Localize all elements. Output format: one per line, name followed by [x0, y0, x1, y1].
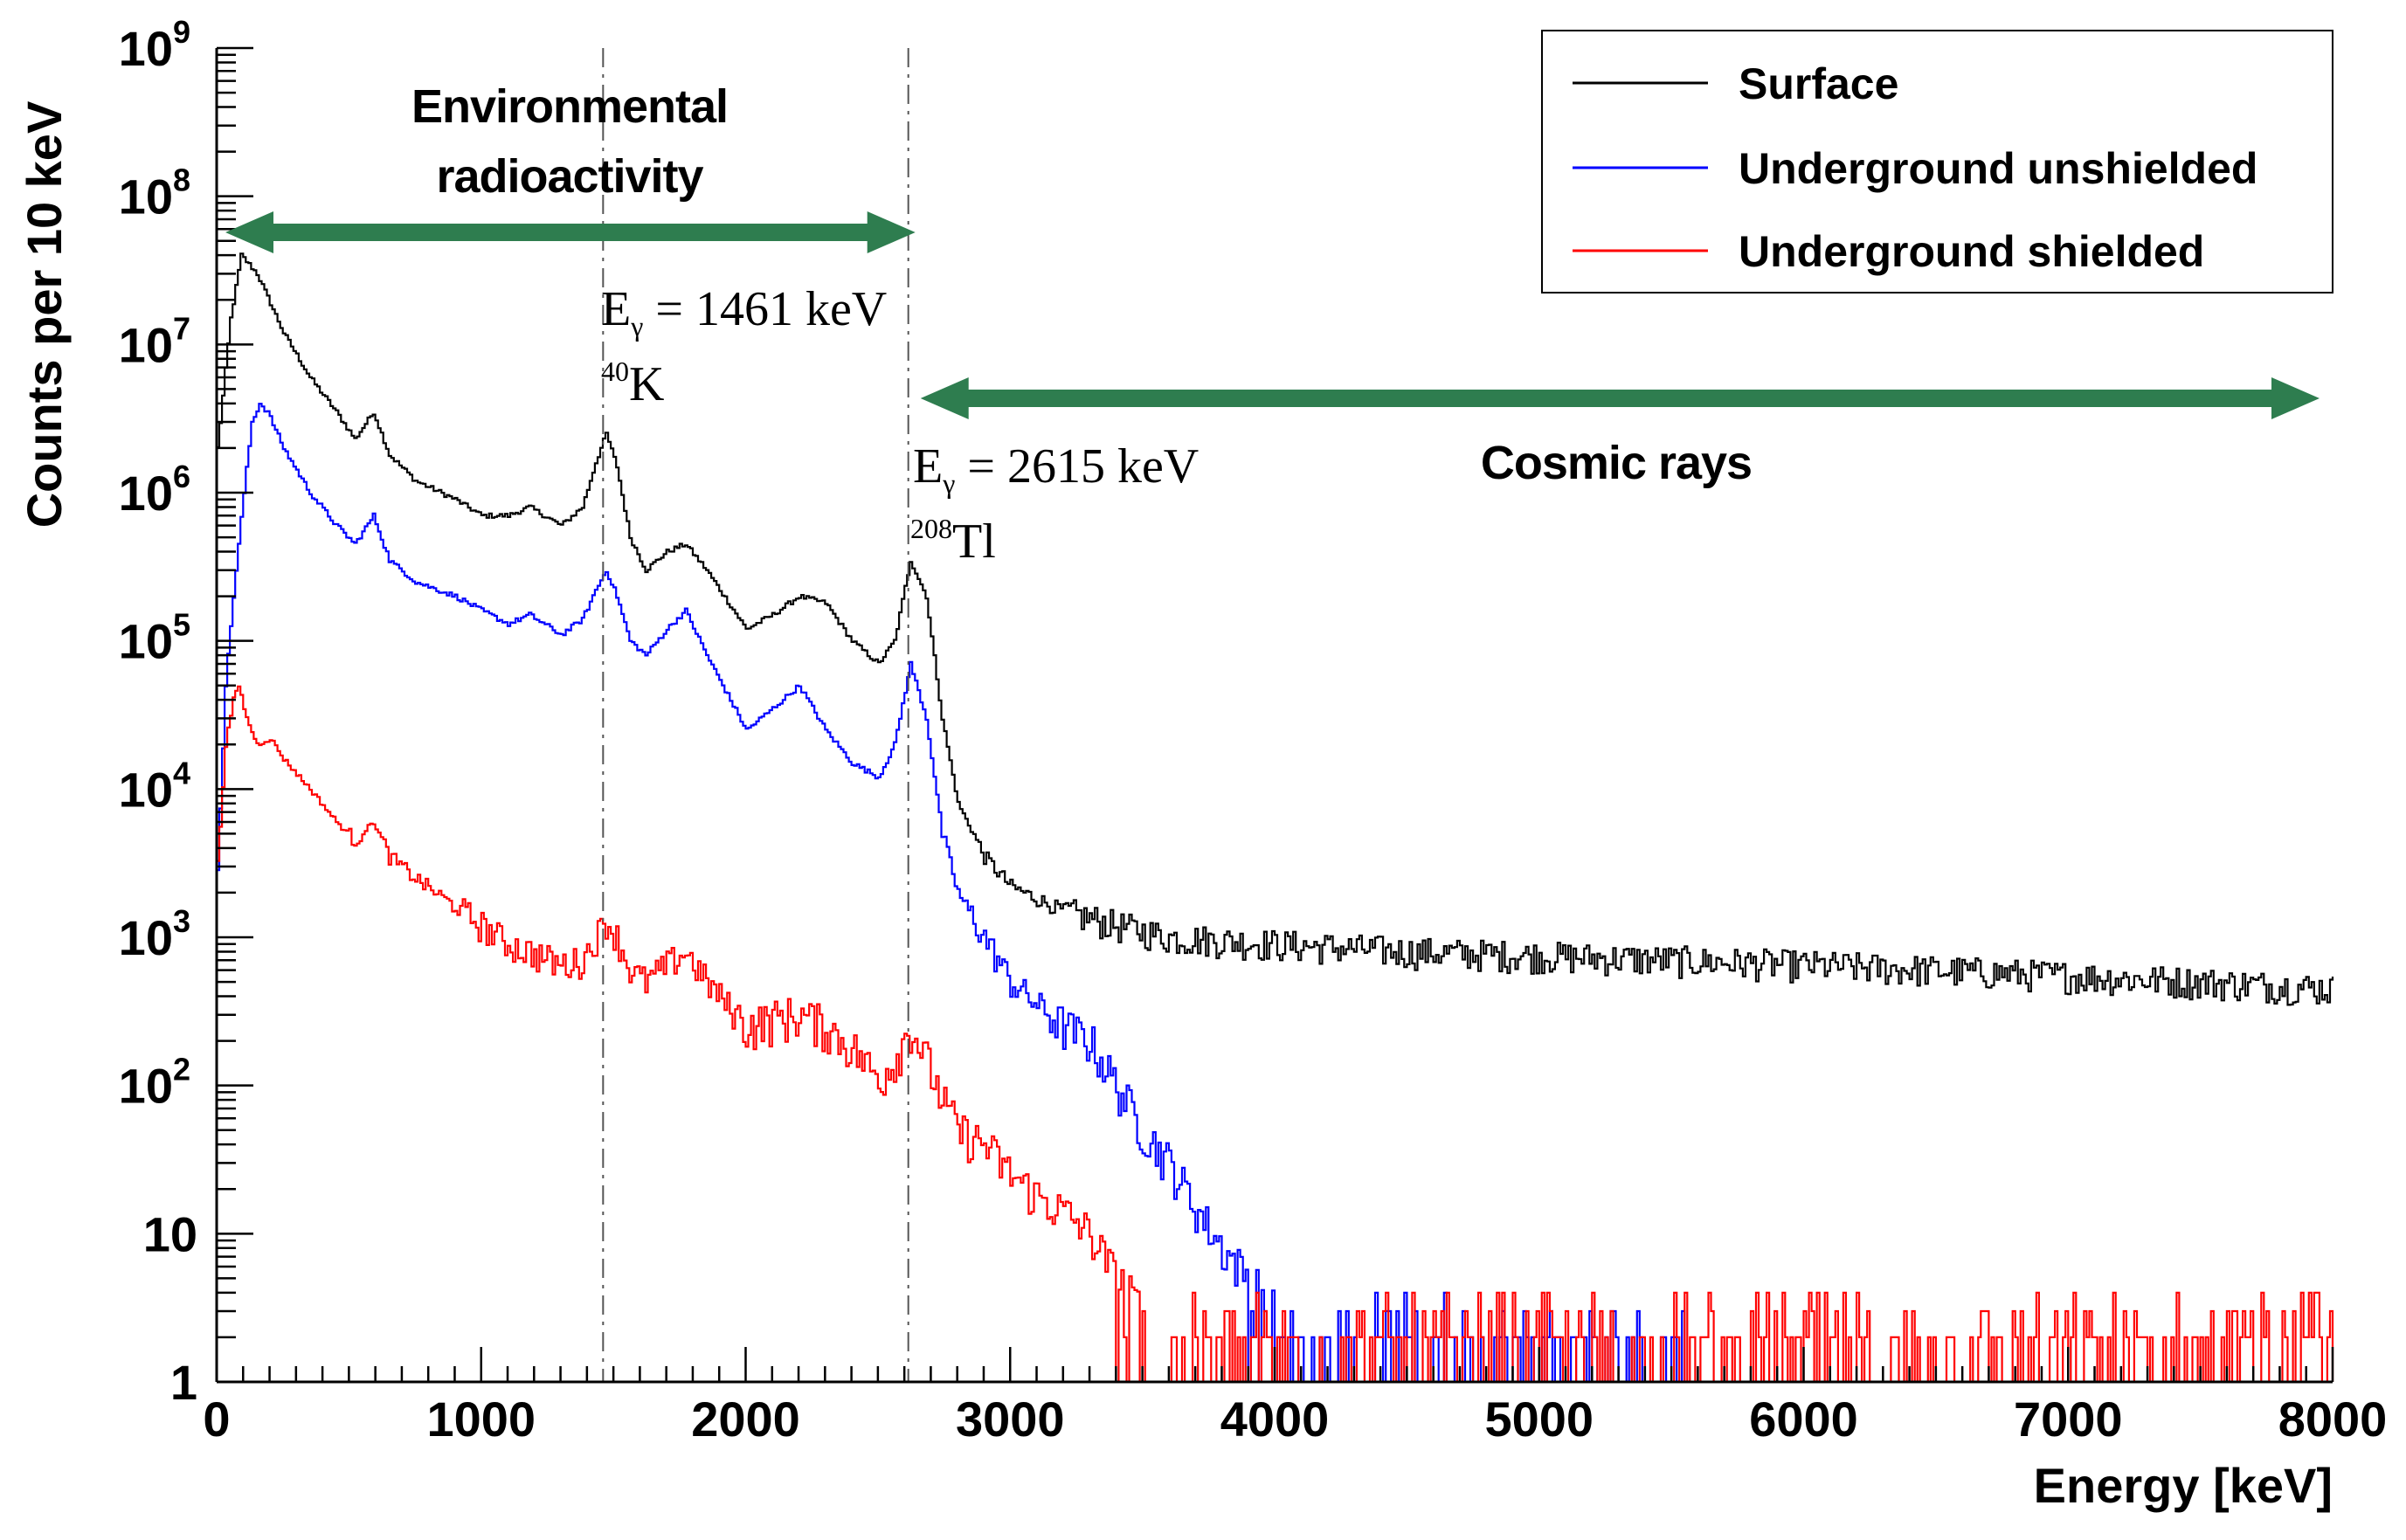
k40-energy-sub: γ	[630, 310, 643, 342]
k40-isotope-mass: 40	[601, 356, 629, 387]
legend-box	[1541, 30, 2333, 293]
x-tick-label: 6000	[1749, 1392, 1858, 1447]
y-tick-exponent: 2	[173, 1052, 190, 1088]
y-tick-base: 10	[119, 910, 173, 965]
legend-label-underground-unshielded: Underground unshielded	[1739, 144, 2257, 193]
x-axis-title: Energy [keV]	[2034, 1458, 2333, 1513]
y-tick-exponent: 5	[173, 607, 190, 643]
y-tick-label: 103	[119, 903, 190, 965]
y-tick-base: 10	[119, 317, 173, 372]
environmental-arrow	[225, 211, 916, 253]
x-tick-label: 1000	[426, 1392, 536, 1447]
y-axis-title: Counts per 10 keV	[17, 101, 72, 528]
y-tick-base: 1	[170, 1355, 197, 1410]
legend-label-underground-shielded: Underground shielded	[1739, 227, 2204, 276]
k40-energy-label: Eγ = 1461 keV	[601, 282, 887, 342]
y-tick-label: 105	[119, 607, 190, 669]
x-tick-labels: 0 1000 2000 3000 4000 5000 6000 7000 8000	[203, 1392, 2387, 1447]
y-tick-base: 10	[119, 614, 173, 669]
y-tick-base: 10	[119, 169, 173, 224]
cosmic-rays-arrow	[920, 377, 2320, 419]
legend: Surface Underground unshielded Undergrou…	[1541, 30, 2333, 293]
y-tick-exponent: 8	[173, 162, 190, 198]
x-tick-label: 3000	[956, 1392, 1065, 1447]
y-tick-base: 10	[119, 762, 173, 817]
k40-energy-value: = 1461 keV	[643, 282, 887, 336]
y-tick-base: 10	[119, 21, 173, 76]
y-tick-label: 10	[143, 1206, 197, 1261]
series-surface	[217, 252, 2334, 1006]
y-tick-base: 10	[143, 1206, 197, 1261]
legend-label-surface: Surface	[1739, 59, 1898, 108]
y-tick-label: 107	[119, 310, 190, 372]
arrow-layer	[225, 211, 2320, 419]
x-tick-label: 8000	[2278, 1392, 2388, 1447]
y-tick-exponent: 4	[173, 755, 190, 791]
y-tick-exponent: 3	[173, 903, 190, 939]
k40-isotope-label: 40K	[601, 356, 664, 411]
cosmic-rays-label: Cosmic rays	[1481, 437, 1752, 489]
y-tick-exponent: 9	[173, 14, 190, 50]
tl208-isotope-symbol: Tl	[952, 514, 996, 569]
y-tick-exponent: 6	[173, 459, 190, 494]
y-tick-label: 108	[119, 162, 190, 224]
x-tick-label: 2000	[691, 1392, 800, 1447]
x-tick-label: 5000	[1484, 1392, 1594, 1447]
environmental-label-line1: Environmental	[411, 80, 728, 133]
x-tick-label: 4000	[1220, 1392, 1330, 1447]
y-tick-exponent: 7	[173, 310, 190, 346]
k40-energy-prefix: E	[601, 282, 631, 336]
tl208-energy-sub: γ	[942, 467, 955, 499]
tl208-energy-value: = 2615 keV	[955, 439, 1199, 494]
y-tick-label: 104	[119, 755, 190, 817]
tl208-isotope-mass: 208	[910, 513, 952, 544]
k40-isotope-symbol: K	[629, 357, 664, 411]
marker-layer	[602, 48, 909, 1382]
y-tick-base: 10	[119, 466, 173, 521]
environmental-label-line2: radioactivity	[436, 150, 703, 203]
tl208-energy-label: Eγ = 2615 keV	[913, 439, 1199, 499]
series-underground-shielded	[217, 685, 2334, 1384]
y-tick-label: 109	[119, 14, 190, 76]
tick-layer	[215, 46, 2334, 1384]
x-tick-label: 0	[203, 1392, 230, 1447]
y-tick-base: 10	[119, 1059, 173, 1114]
y-tick-label: 102	[119, 1052, 190, 1114]
y-tick-label: 1	[170, 1355, 197, 1410]
x-tick-label: 7000	[2014, 1392, 2123, 1447]
tl208-isotope-label: 208Tl	[910, 513, 996, 569]
tl208-energy-prefix: E	[913, 439, 943, 494]
y-tick-label: 106	[119, 459, 190, 521]
